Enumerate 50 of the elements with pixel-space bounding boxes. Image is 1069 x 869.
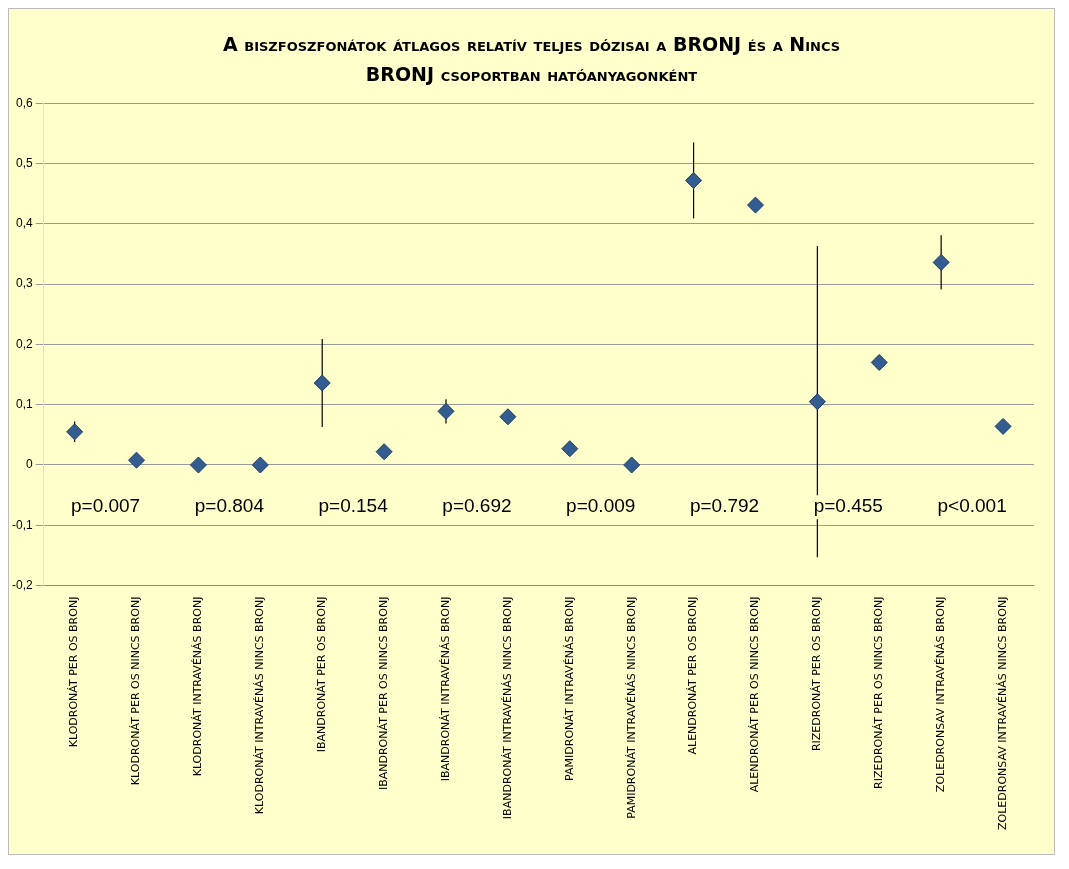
point bbox=[746, 196, 764, 214]
y-tick-label: 0,3 bbox=[15, 276, 33, 291]
y-tick-label: 0 bbox=[25, 457, 33, 472]
y-tick-label: 0,1 bbox=[15, 397, 33, 412]
y-tick-label: 0,4 bbox=[15, 216, 33, 231]
y-tick-label: -0,2 bbox=[11, 577, 33, 592]
x-tick-label: ALENDRONÁT PER OS BRONJ bbox=[686, 596, 700, 755]
x-tick-label: KLODRONÁT INTRAVÉNÁS BRONJ bbox=[191, 596, 205, 777]
x-tick-label: KLODRONÁT PER OS BRONJ bbox=[67, 596, 81, 748]
x-tick-label: RIZEDRONÁT PER OS BRONJ bbox=[810, 596, 824, 752]
point bbox=[623, 456, 641, 474]
y-tick-label: -0,1 bbox=[11, 517, 33, 532]
x-tick-label: IBANDRONÁT INTRAVÉNÁS BRONJ bbox=[438, 596, 452, 782]
x-tick-label: ZOLEDRONSAV INTRAVÉNÁS NINCS BRONJ bbox=[995, 596, 1009, 831]
point bbox=[189, 456, 207, 474]
x-tick-label: ALENDRONÁT PER OS NINCS BRONJ bbox=[748, 596, 762, 793]
annotation: p=0.692 bbox=[442, 495, 512, 517]
point bbox=[685, 171, 703, 189]
x-tick-label: IBANDRONÁT PER OS NINCS BRONJ bbox=[376, 596, 390, 791]
x-tick-label: ZOLEDRONSAV INTRAVÉNÁS BRONJ bbox=[934, 596, 948, 793]
annotation: p=0.455 bbox=[813, 495, 883, 517]
y-tick-label: 0,6 bbox=[15, 95, 33, 110]
annotation: p<0.001 bbox=[937, 495, 1007, 517]
point bbox=[313, 374, 331, 392]
x-tick-label: PAMIDRONÁT INTRAVÉNÁS BRONJ bbox=[562, 596, 576, 781]
annotation: p=0.007 bbox=[70, 495, 141, 517]
annotation: p=0.009 bbox=[566, 495, 636, 517]
annotation: p=0.154 bbox=[318, 495, 389, 517]
point bbox=[66, 423, 84, 441]
y-tick-label: 0,5 bbox=[15, 155, 33, 170]
x-tick-label: IBANDRONÁT PER OS BRONJ bbox=[315, 596, 329, 753]
x-tick-label: IBANDRONÁT INTRAVÉNÁS NINCS BRONJ bbox=[500, 596, 514, 820]
x-tick-label: KLODRONÁT INTRAVÉNÁS NINCS BRONJ bbox=[253, 596, 267, 815]
point bbox=[561, 440, 579, 458]
point bbox=[128, 451, 146, 469]
y-tick-label: 0,2 bbox=[15, 336, 33, 351]
x-tick-label: KLODRONÁT PER OS NINCS BRONJ bbox=[129, 596, 143, 786]
point bbox=[994, 417, 1012, 435]
point bbox=[437, 402, 455, 420]
x-tick-label: RIZEDRONÁT PER OS NINCS BRONJ bbox=[872, 596, 886, 789]
chart-title: A biszfoszfonátok átlagos relatív teljes dózisai a BRONJ és a Nincs BRONJ csoportban hatóanyagonként bbox=[221, 32, 842, 87]
point bbox=[499, 408, 517, 426]
annotation: p=0.804 bbox=[194, 495, 265, 517]
point bbox=[251, 456, 269, 474]
annotation: p=0.792 bbox=[689, 495, 760, 517]
x-tick-label: PAMIDRONÁT INTRAVÉNÁS NINCS BRONJ bbox=[624, 596, 638, 819]
point bbox=[808, 393, 826, 411]
point bbox=[932, 253, 950, 271]
point bbox=[870, 353, 888, 371]
point bbox=[375, 443, 393, 461]
